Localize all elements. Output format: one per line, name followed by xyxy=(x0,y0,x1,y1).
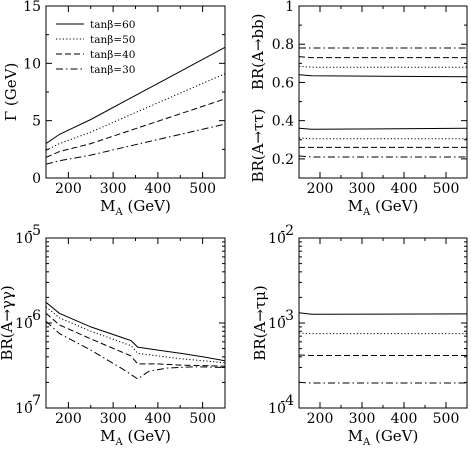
x-tick-label: 200 xyxy=(55,181,82,197)
x-axis-label: MA (GeV) xyxy=(348,427,419,448)
y-axis-label-2: BR(A→ττ) xyxy=(249,108,267,182)
x-tick-label: 200 xyxy=(307,411,334,427)
series-line-solid xyxy=(299,74,467,78)
y-tick-label: 10 xyxy=(268,401,286,417)
legend-label: tanβ=60 xyxy=(90,19,135,31)
y-tick-label: 0.8 xyxy=(272,37,294,53)
x-axis-label: MA (GeV) xyxy=(100,197,171,218)
y-tick-label: 0.4 xyxy=(272,114,294,130)
series-line-dashed xyxy=(46,98,225,158)
series-line-solid xyxy=(299,312,467,315)
x-tick-label: 500 xyxy=(433,411,460,427)
y-tick-exponent: -5 xyxy=(27,223,41,239)
y-axis-label: BR(A→τμ) xyxy=(251,285,269,360)
series-line-dashdot xyxy=(299,155,467,158)
chart-panel-top-right: 200 300 400 500 0.2 0.4 0.6 0.8 1 MA (GeV) BR(A→bb… xyxy=(249,0,468,218)
y-tick-exponent: -6 xyxy=(27,308,41,324)
series-line-solid xyxy=(299,127,467,130)
x-tick-label: 200 xyxy=(307,181,334,197)
y-tick-label: 5 xyxy=(32,114,41,130)
y-tick-exponent: -3 xyxy=(280,308,294,324)
x-tick-label: 200 xyxy=(55,411,82,427)
y-tick-label: 0.2 xyxy=(272,152,294,168)
x-tick-label: 400 xyxy=(391,411,418,427)
series-line-dotted xyxy=(46,73,225,151)
x-tick-label: 400 xyxy=(391,181,418,197)
y-tick-exponent: -7 xyxy=(27,393,41,409)
y-axis-label: BR(A→bb) xyxy=(249,14,267,91)
x-tick-label: 500 xyxy=(189,181,216,197)
series-line-dashdot xyxy=(46,123,225,165)
series-line-dashed xyxy=(299,56,467,59)
series-line-dotted xyxy=(299,332,467,335)
chart-panel-top-left: 200 300 400 500 0 5 10 15 MA (GeV) Γ (GeV) tanβ=60… xyxy=(2,0,226,218)
series-line-dotted xyxy=(299,65,467,68)
legend-label: tanβ=40 xyxy=(90,49,135,61)
y-tick-label: 10 xyxy=(15,231,33,247)
legend-label: tanβ=50 xyxy=(90,34,135,46)
y-tick-label: 1 xyxy=(285,0,294,15)
x-tick-label: 300 xyxy=(349,411,376,427)
x-tick-label: 400 xyxy=(145,181,172,197)
y-tick-label: 10 xyxy=(15,316,33,332)
series-line-solid xyxy=(46,46,225,145)
series-line-dotted xyxy=(299,137,467,140)
series-line-solid xyxy=(46,301,225,362)
series-line-dashdot xyxy=(299,381,467,384)
x-tick-label: 300 xyxy=(349,181,376,197)
series-line-dashed xyxy=(299,354,467,356)
x-tick-label: 500 xyxy=(433,181,460,197)
x-tick-label: 300 xyxy=(100,411,127,427)
y-tick-label: 10 xyxy=(268,316,286,332)
x-tick-label: 400 xyxy=(145,411,172,427)
y-tick-label: 15 xyxy=(23,0,41,15)
x-axis-label: MA (GeV) xyxy=(100,427,171,448)
x-axis-label: MA (GeV) xyxy=(348,197,419,218)
y-tick-exponent: -2 xyxy=(280,223,294,239)
series-line-dashdot xyxy=(46,320,225,380)
y-axis-label: Γ (GeV) xyxy=(2,63,20,122)
y-tick-label: 0 xyxy=(32,171,41,187)
x-tick-label: 500 xyxy=(189,411,216,427)
series-line-dashed xyxy=(46,312,225,367)
y-axis-label: BR(A→γγ) xyxy=(0,285,16,360)
y-tick-label: 10 xyxy=(15,401,33,417)
y-tick-label: 10 xyxy=(23,56,41,72)
y-tick-exponent: -4 xyxy=(280,393,294,409)
plot-frame xyxy=(298,5,468,179)
series-line-dotted xyxy=(46,306,225,364)
legend-label: tanβ=30 xyxy=(90,64,135,76)
y-tick-label: 10 xyxy=(268,231,286,247)
plot-frame xyxy=(45,5,226,179)
x-tick-label: 300 xyxy=(100,181,127,197)
y-tick-label: 0.6 xyxy=(272,75,294,91)
